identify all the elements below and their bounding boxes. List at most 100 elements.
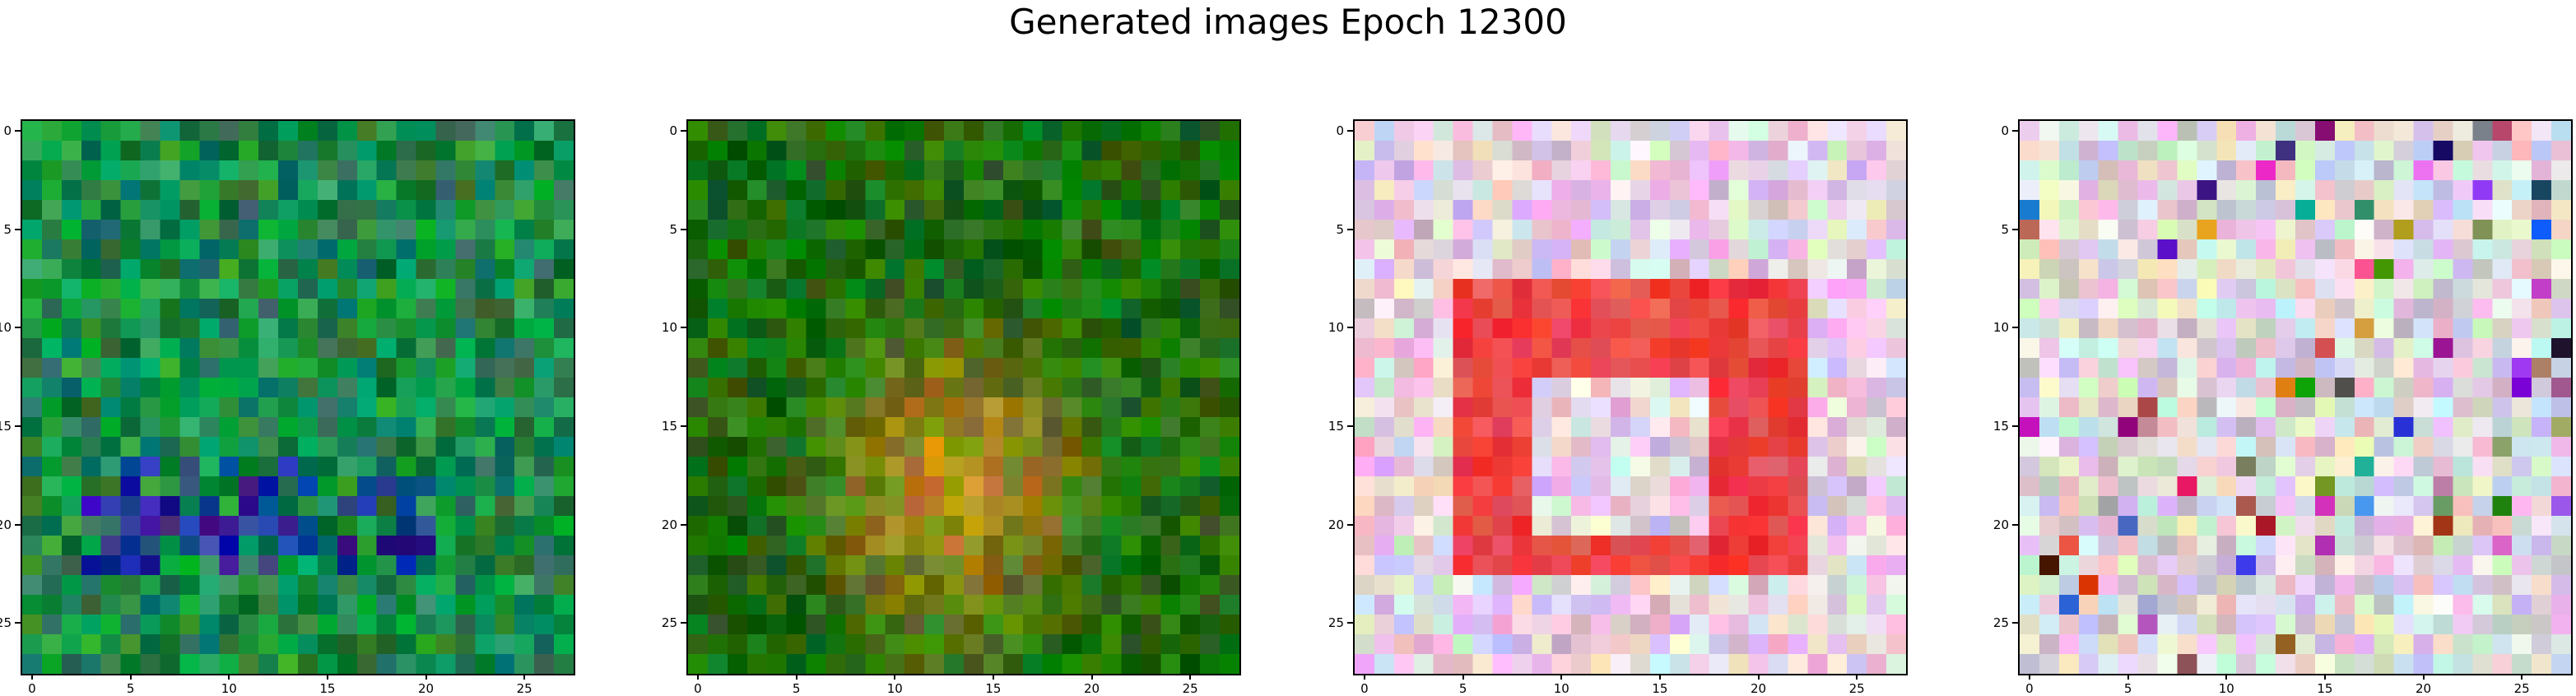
x-tick-label: 0 [1360, 681, 1369, 696]
y-tick-mark [1347, 523, 1353, 526]
y-tick-mark [15, 129, 21, 132]
y-tick-label: 0 [3, 123, 12, 138]
y-tick-label: 20 [1992, 517, 2009, 532]
y-tick-mark [681, 523, 686, 526]
x-tick-label: 25 [1848, 681, 1865, 696]
y-tick-label: 20 [661, 517, 677, 532]
y-tick-mark [15, 523, 21, 526]
generated-image-3 [1353, 119, 1908, 675]
x-tick-label: 20 [1083, 681, 1100, 696]
x-tick-mark [1560, 674, 1563, 680]
y-tick-mark [2012, 523, 2018, 526]
generated-image-1 [21, 119, 575, 675]
y-tick-label: 10 [1328, 320, 1344, 336]
image-pixels [22, 121, 574, 674]
x-tick-mark [1757, 674, 1760, 680]
y-tick-mark [2012, 228, 2018, 230]
x-tick-label: 25 [516, 681, 532, 696]
x-tick-mark [2225, 674, 2228, 680]
y-tick-mark [2012, 129, 2018, 132]
y-tick-mark [681, 622, 686, 624]
x-tick-label: 20 [417, 681, 435, 696]
y-tick-label: 10 [661, 320, 677, 336]
y-tick-label: 5 [669, 221, 677, 237]
x-tick-mark [795, 674, 797, 680]
x-tick-mark [2422, 674, 2425, 680]
x-tick-mark [2323, 674, 2326, 680]
x-tick-label: 0 [28, 681, 36, 696]
y-tick-mark [681, 425, 686, 427]
y-tick-label: 5 [2001, 221, 2009, 237]
generated-image-2 [686, 119, 1241, 675]
y-tick-mark [15, 622, 21, 624]
x-tick-label: 10 [221, 681, 237, 696]
y-tick-mark [15, 228, 21, 230]
x-tick-mark [2521, 674, 2523, 680]
y-tick-label: 10 [0, 320, 12, 336]
x-tick-mark [894, 674, 896, 680]
x-tick-mark [326, 674, 328, 680]
y-tick-label: 15 [1328, 418, 1344, 434]
y-tick-mark [2012, 327, 2018, 329]
y-tick-mark [1347, 622, 1353, 624]
x-tick-mark [30, 674, 33, 680]
x-tick-mark [523, 674, 526, 680]
y-tick-label: 25 [1328, 615, 1344, 631]
x-tick-label: 0 [2025, 681, 2034, 696]
y-tick-label: 25 [1992, 615, 2009, 631]
x-tick-mark [2028, 674, 2030, 680]
x-tick-mark [1658, 674, 1661, 680]
y-tick-label: 20 [0, 517, 12, 532]
x-tick-label: 10 [886, 681, 903, 696]
x-tick-label: 10 [1553, 681, 1569, 696]
y-tick-mark [1347, 129, 1353, 132]
y-tick-mark [1347, 425, 1353, 427]
x-tick-label: 5 [2123, 681, 2132, 696]
y-tick-label: 15 [0, 418, 12, 434]
generated-image-4 [2018, 119, 2573, 675]
y-tick-label: 10 [1992, 320, 2009, 336]
image-pixels [688, 121, 1239, 674]
y-tick-label: 25 [0, 615, 12, 631]
x-tick-mark [129, 674, 132, 680]
figure-title: Generated images Epoch 12300 [1009, 2, 1567, 42]
x-tick-label: 0 [694, 681, 702, 696]
x-tick-label: 20 [2415, 681, 2432, 696]
image-pixels [2020, 121, 2571, 674]
y-tick-mark [15, 327, 21, 329]
x-tick-label: 15 [1652, 681, 1668, 696]
x-tick-mark [1363, 674, 1365, 680]
y-tick-label: 15 [661, 418, 677, 434]
y-tick-label: 5 [1336, 221, 1344, 237]
x-tick-label: 10 [2218, 681, 2234, 696]
x-tick-label: 5 [1458, 681, 1467, 696]
image-pixels [1355, 121, 1906, 674]
x-tick-mark [696, 674, 699, 680]
x-tick-label: 5 [126, 681, 135, 696]
x-tick-label: 25 [2513, 681, 2530, 696]
y-tick-label: 0 [669, 123, 677, 138]
x-tick-mark [425, 674, 427, 680]
y-tick-mark [681, 327, 686, 329]
x-tick-label: 5 [792, 681, 801, 696]
x-tick-label: 15 [319, 681, 336, 696]
x-tick-label: 15 [985, 681, 1002, 696]
y-tick-label: 15 [1992, 418, 2009, 434]
y-tick-mark [1347, 327, 1353, 329]
x-tick-mark [992, 674, 994, 680]
y-tick-mark [2012, 425, 2018, 427]
y-tick-label: 0 [1336, 123, 1344, 138]
x-tick-mark [2127, 674, 2129, 680]
y-tick-mark [681, 129, 686, 132]
y-tick-mark [1347, 228, 1353, 230]
x-tick-mark [1856, 674, 1858, 680]
x-tick-mark [1189, 674, 1192, 680]
x-tick-label: 25 [1182, 681, 1198, 696]
y-tick-label: 25 [661, 615, 677, 631]
y-tick-label: 5 [3, 221, 12, 237]
x-tick-label: 20 [1750, 681, 1767, 696]
y-tick-label: 20 [1328, 517, 1344, 532]
y-tick-mark [2012, 622, 2018, 624]
x-tick-mark [1090, 674, 1093, 680]
y-tick-label: 0 [2001, 123, 2009, 138]
